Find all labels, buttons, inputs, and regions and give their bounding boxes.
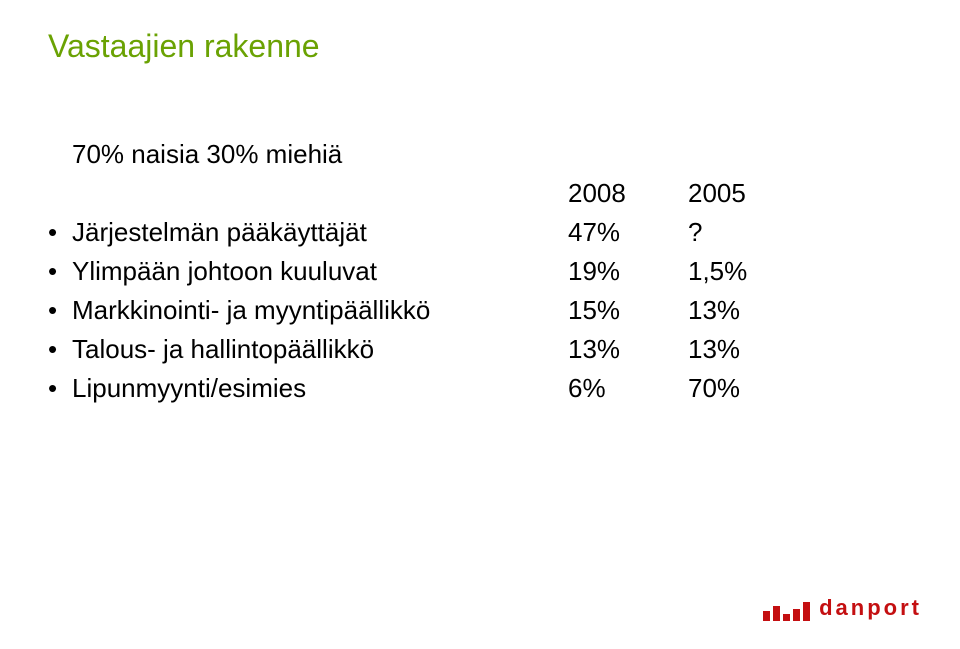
row-value-2: ? — [688, 213, 808, 252]
logo-bar — [793, 609, 800, 621]
row-label: Markkinointi- ja myyntipäällikkö — [72, 295, 430, 325]
logo-bar — [763, 611, 770, 621]
header-col-2: 2005 — [688, 174, 808, 213]
data-table: 70% naisia 30% miehiä 2008 2005 •Järjest… — [48, 135, 808, 408]
table-row: •Järjestelmän pääkäyttäjät 47% ? — [48, 213, 808, 252]
logo-text: danport — [819, 595, 922, 621]
logo-bars-icon — [763, 602, 810, 621]
header-col-1: 2008 — [568, 174, 688, 213]
row-value-1: 15% — [568, 291, 688, 330]
table-row: •Markkinointi- ja myyntipäällikkö 15% 13… — [48, 291, 808, 330]
row-value-2: 13% — [688, 291, 808, 330]
logo-bar — [773, 606, 780, 621]
subtitle-text: 70% naisia 30% miehiä — [72, 139, 342, 169]
row-value-1: 47% — [568, 213, 688, 252]
logo-bar — [803, 602, 810, 621]
slide: Vastaajien rakenne 70% naisia 30% miehiä… — [0, 0, 960, 649]
subtitle-row: 70% naisia 30% miehiä — [48, 135, 808, 174]
slide-title: Vastaajien rakenne — [48, 28, 912, 65]
row-value-1: 19% — [568, 252, 688, 291]
header-row: 2008 2005 — [48, 174, 808, 213]
slide-body: 70% naisia 30% miehiä 2008 2005 •Järjest… — [48, 135, 912, 408]
row-label: Talous- ja hallintopäällikkö — [72, 334, 374, 364]
row-value-1: 6% — [568, 369, 688, 408]
row-value-2: 13% — [688, 330, 808, 369]
row-label: Järjestelmän pääkäyttäjät — [72, 217, 367, 247]
table-row: •Ylimpään johtoon kuuluvat 19% 1,5% — [48, 252, 808, 291]
company-logo: danport — [763, 595, 922, 621]
row-label: Ylimpään johtoon kuuluvat — [72, 256, 377, 286]
logo-bar — [783, 614, 790, 621]
row-value-2: 70% — [688, 369, 808, 408]
row-value-2: 1,5% — [688, 252, 808, 291]
table-row: •Lipunmyynti/esimies 6% 70% — [48, 369, 808, 408]
table-row: •Talous- ja hallintopäällikkö 13% 13% — [48, 330, 808, 369]
row-label: Lipunmyynti/esimies — [72, 373, 306, 403]
row-value-1: 13% — [568, 330, 688, 369]
